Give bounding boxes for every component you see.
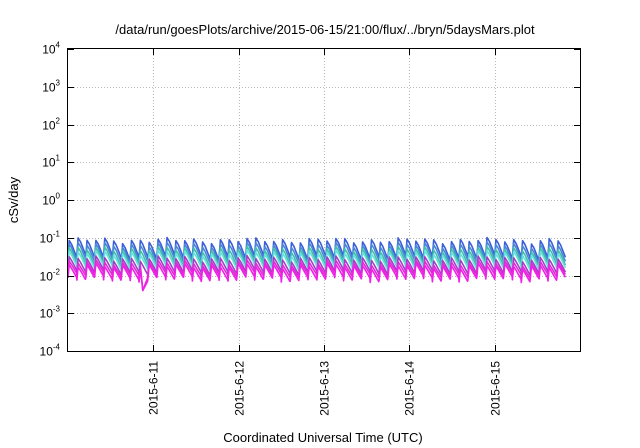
- y-tick-label: 10-2: [40, 268, 61, 284]
- y-tick-label: 100: [42, 192, 60, 208]
- y-tick-label: 104: [42, 41, 60, 57]
- x-tick-label: 2015-6-12: [233, 361, 247, 416]
- series-group: [67, 236, 567, 292]
- x-tick-label: 2015-6-14: [403, 361, 417, 416]
- y-tick-label: 10-3: [40, 305, 61, 321]
- x-tick-label: 2015-6-11: [147, 361, 161, 415]
- axis-ticks: 10-4 10-3 10-2 10-1 100 101 102 103 104 2015-6-11…: [40, 41, 580, 416]
- x-tick-label: 2015-6-15: [489, 361, 503, 416]
- y-tick-label: 10-1: [40, 230, 61, 246]
- y-tick-label: 103: [42, 79, 60, 95]
- grid: [68, 49, 580, 351]
- chart-title: /data/run/goesPlots/archive/2015-06-15/2…: [115, 22, 535, 37]
- y-tick-label: 102: [42, 117, 60, 133]
- y-tick-label: 101: [42, 154, 60, 170]
- x-tick-label: 2015-6-13: [318, 361, 332, 416]
- series-line: [67, 262, 567, 292]
- y-axis-label: cSv/day: [6, 176, 21, 223]
- plot-frame: [67, 48, 581, 352]
- y-tick-label: 10-4: [40, 343, 61, 359]
- x-axis-label: Coordinated Universal Time (UTC): [223, 430, 422, 445]
